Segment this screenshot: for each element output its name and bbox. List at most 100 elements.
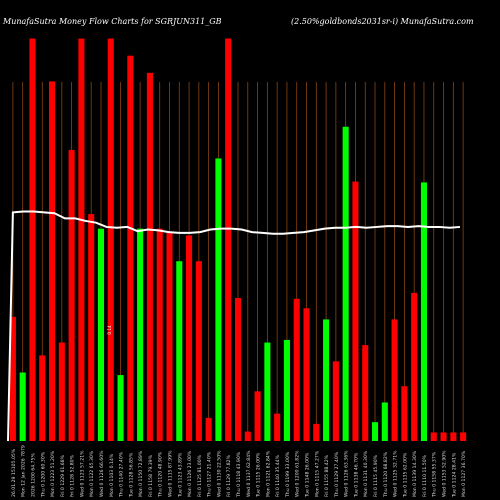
bar [205,417,212,441]
bar [68,149,75,442]
tick-labels: 26.01.29 15105.05% Mon 12 Jan 2026 7879 20… [11,445,467,498]
x-tick-label: Thu 0 1200 60.30% [40,451,46,498]
bar [176,261,183,441]
x-tick-label: Wed 0 1137 62.84% [246,450,252,497]
x-tick-label: Thu 0 1127 21.40% [207,451,213,498]
bar [254,391,261,441]
x-tick-label: Tue 0 1123 43.89% [177,452,183,498]
x-tick-label: Mon 0 1139 14.30% [412,450,418,497]
price-line [7,210,461,442]
bar [88,214,95,441]
x-tick-label: Thu 0 1118 43.90% [236,451,242,498]
bar [244,431,251,441]
x-tick-label: Fri 0 1110 11.50% [422,454,428,497]
bar [9,316,16,441]
bar [342,126,349,441]
x-tick-label: Mon 0 1150 72.89% [138,450,144,497]
x-tick-label: Fri 0 1155 88.42% [324,454,330,497]
x-tick-label: Tue 0 1115 26.00% [256,452,262,498]
x-tick-label: Wed 0 1130 22.50% [216,450,222,497]
x-tick-label: Thu 0 1120 68.82% [383,451,389,498]
bar [39,355,46,442]
x-tick-label: Thu 0 1129 27.40% [334,451,340,498]
x-tick-label: Fri 0 1140 35.44% [275,454,281,497]
bar [401,386,408,441]
x-tick-label: Fri 0 1129 77.82% [226,454,232,497]
x-tick-label: Tue 0 1124 28.41% [451,452,457,498]
bar [362,345,369,441]
bar [58,342,65,441]
bar [313,423,320,442]
x-tick-label: Tue 0 1148 26.00% [305,452,311,498]
x-tick-label: Fri 0 1158 79.39% [148,454,154,497]
bar [332,361,339,441]
x-tick-label: Mon 0 1131 40.30% [363,450,369,497]
bar-data-label: 0.14 [107,325,112,335]
x-tick-label: Wed 0 1126 63.36% [344,450,350,497]
x-tick-label: Fri 0 1229 61.68% [60,454,66,497]
x-tick-label: Thu 0 1199 33.00% [285,451,291,498]
x-tick-label: Mon 0 1127 36.70% [461,450,467,497]
bar [460,432,467,441]
x-tick-label: Wed 0 1115 87.99% [167,450,173,497]
chart-title-right: (2.50%goldbonds2031sr-i) MunafaSutra.com [291,17,474,26]
x-tick-label: Mon 0 1126 23.00% [187,450,193,497]
x-tick-label: Wed 0 1200 61.82% [295,450,301,497]
bar [225,38,232,442]
bar [156,228,163,441]
x-tick-label: Mon 0 1122 65.30% [89,450,95,497]
bar [146,72,153,441]
bar [450,432,457,441]
x-tick-label: Tue 0 1128 56.85% [128,452,134,498]
bar [78,38,85,442]
price-line-layer [7,210,461,442]
bar [381,402,388,441]
x-tick-label: Fri 0 1125 81.00% [197,454,203,497]
bar [166,232,173,441]
bar [137,228,144,441]
bar [411,292,418,441]
bar [29,38,36,442]
bar [195,261,202,441]
bar [107,38,114,442]
bar [234,298,242,441]
bar [186,235,193,441]
x-tick-label: Mon 0 1121 62.84% [265,450,271,497]
x-tick-label: Fri 0 1115 45.90% [373,454,379,497]
bar [293,298,300,441]
bar [283,339,290,441]
x-tick-label: Tue 0 1135 62.00% [402,452,408,498]
bar [117,375,124,441]
x-tick-label: Wed 0 1126 66.60% [99,450,105,497]
x-tick-label: Mon 0 1223 51.20% [50,450,56,497]
x-tick-label: Mon 0 1103 0.14% [109,453,115,497]
bar [323,319,330,441]
bar [391,319,398,441]
x-tick-label: Tue 0 1138 46.70% [353,452,359,498]
bar [127,55,134,441]
x-tick-label: Thu 0 1120 48.90% [158,451,164,498]
bar [49,81,56,442]
x-tick-label: Fri 0 1128 52.80% [70,454,76,497]
bars: 0.14 [9,38,467,442]
bar [215,158,222,441]
x-tick-label: Wed 0 1125 32.71% [393,450,399,497]
bar [371,422,379,441]
bar [274,413,281,441]
bar [430,432,437,441]
x-tick-label: Wed 0 1153 52.90% [442,450,448,497]
bar [303,308,310,441]
x-tick-label: Thu 0 1158 55.37% [432,451,438,498]
x-tick-label: 26.01.29 15105.05% [11,448,17,497]
bar [97,228,105,441]
x-tick-label: Mon 12 Jan 2026 7879 [21,445,27,497]
x-tick-label: 2026 1200 64.75% [30,453,36,497]
bar [440,432,447,441]
chart-title-left: MunafaSutra Money Flow Charts for SGRJUN… [2,17,222,26]
bar [420,182,427,441]
x-tick-label: Mon 0 1115 47.27% [314,450,320,497]
x-tick-label: Thu 0 1140 27.40% [119,451,125,498]
x-tick-label: Wed 0 1123 57.21% [79,450,85,497]
